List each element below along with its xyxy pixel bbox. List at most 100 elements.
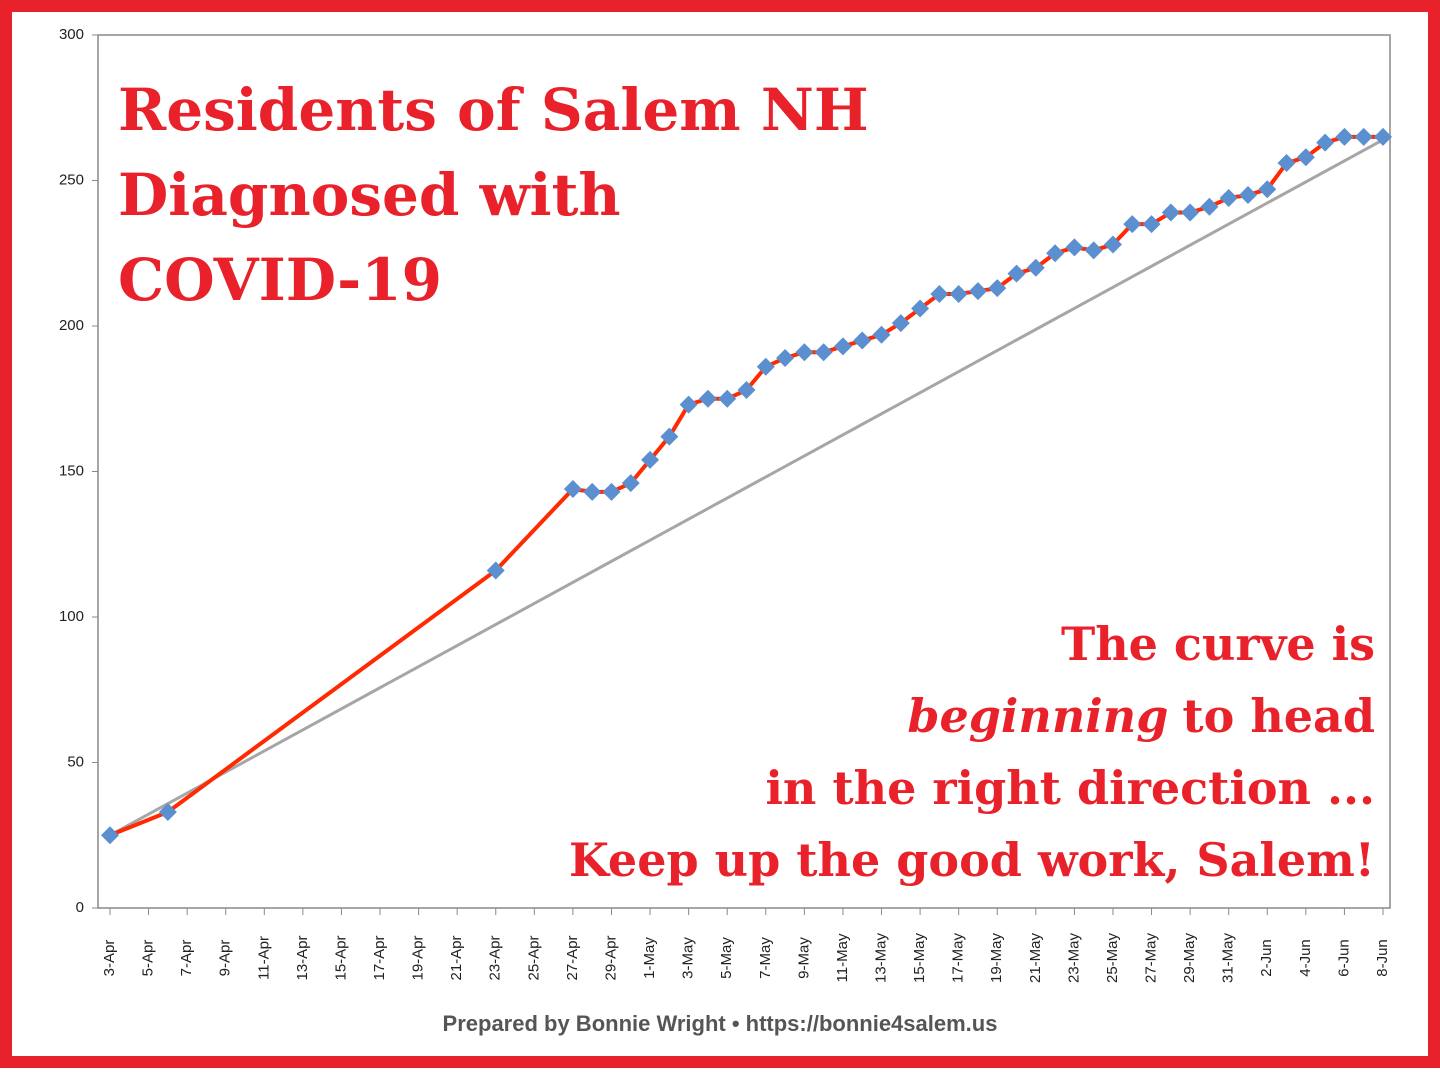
y-tick-label: 250 [59,171,84,188]
title: Residents of Salem NH Diagnosed with COV… [118,76,869,314]
marker [930,284,949,303]
marker [737,381,756,400]
marker [1103,235,1122,254]
marker [1335,127,1354,146]
marker [833,337,852,356]
marker [853,331,872,350]
x-tick-label: 19-May [988,932,1005,983]
plot-area [97,34,1391,909]
marker [795,343,814,362]
x-tick-label: 29-May [1181,932,1198,983]
x-tick-label: 25-Apr [525,935,542,980]
marker [1219,188,1238,207]
x-tick-label: 27-May [1143,932,1160,983]
marker [1374,127,1392,146]
marker [949,284,968,303]
x-tick-label: 23-May [1065,932,1082,983]
y-tick-label: 50 [67,753,84,770]
x-tick-label: 5-Apr [140,940,157,977]
title-line: Diagnosed with [118,161,621,229]
x-tick-label: 23-Apr [487,935,504,980]
x-tick-label: 3-May [680,937,697,979]
x-tick-label: 8-Jun [1374,939,1391,977]
marker [486,561,505,580]
marker [1142,215,1161,234]
annotation-text: to head [1182,689,1375,743]
x-tick-label: 7-May [757,937,774,979]
marker [698,389,717,408]
marker [602,482,621,501]
trend-line [109,138,1384,837]
marker [1277,154,1296,173]
marker [1026,258,1045,277]
marker [1258,180,1277,199]
x-tick-label: 11-May [834,933,851,982]
marker [776,349,795,368]
x-tick-label: 31-May [1220,932,1237,983]
y-tick-label: 100 [59,608,84,625]
marker [911,299,930,318]
annotation: The curve is beginning to head in the rig… [569,617,1375,887]
annotation-line: in the right direction ... [765,761,1375,815]
x-tick-label: 29-Apr [602,935,619,980]
marker [891,314,910,333]
x-tick-label: 27-Apr [564,935,581,980]
x-tick-label: 21-May [1027,932,1044,983]
marker [1200,197,1219,216]
marker [621,474,640,493]
x-tick-label: 3-Apr [101,940,118,977]
x-tick-label: 5-May [718,937,735,979]
x-tick-label: 13-Apr [294,935,311,980]
marker [1238,186,1257,205]
x-tick-label: 6-Jun [1335,939,1352,977]
x-tick-label: 15-May [911,932,928,983]
annotation-emphasis: beginning [907,689,1168,743]
annotation-line: Keep up the good work, Salem! [569,833,1375,887]
x-tick-label: 25-May [1104,932,1121,983]
marker [756,357,775,376]
x-tick-label: 1-May [641,937,658,979]
marker [968,282,987,301]
x-tick-label: 7-Apr [178,940,195,977]
footer: Prepared by Bonnie Wright • https://bonn… [443,1011,998,1036]
data-line [109,134,1383,838]
annotation-line: The curve is [1061,617,1375,671]
x-tick-label: 21-Apr [448,935,465,980]
marker [988,279,1007,298]
marker [1181,203,1200,222]
marker [158,802,177,821]
x-tick-label: 11-Apr [255,936,272,980]
x-tick-label: 19-Apr [410,935,427,980]
y-tick-label: 0 [76,899,84,916]
x-tick-label: 13-May [872,932,889,983]
title-line: Residents of Salem NH [118,76,869,144]
marker [718,389,737,408]
marker [1046,244,1065,263]
x-tick-label: 15-Apr [332,935,349,980]
x-tick-label: 9-May [795,937,812,979]
marker [1123,215,1142,234]
marker [814,343,833,362]
marker [1161,203,1180,222]
marker [660,427,679,446]
annotation-line: beginning to head [907,689,1375,743]
title-line: COVID-19 [118,246,442,314]
y-tick-label: 300 [59,26,84,43]
marker [641,450,660,469]
marker [101,826,119,845]
x-tick-label: 2-Jun [1258,939,1275,977]
x-tick-label: 17-Apr [371,935,388,980]
marker [679,395,698,414]
marker [1296,148,1315,167]
x-tick-label: 4-Jun [1297,939,1314,977]
marker [872,325,891,344]
marker [1007,264,1026,283]
y-tick-label: 150 [59,462,84,479]
marker [583,482,602,501]
x-tick-label: 9-Apr [217,940,234,977]
marker [1316,133,1335,152]
y-tick-label: 200 [59,317,84,334]
marker [1065,238,1084,257]
